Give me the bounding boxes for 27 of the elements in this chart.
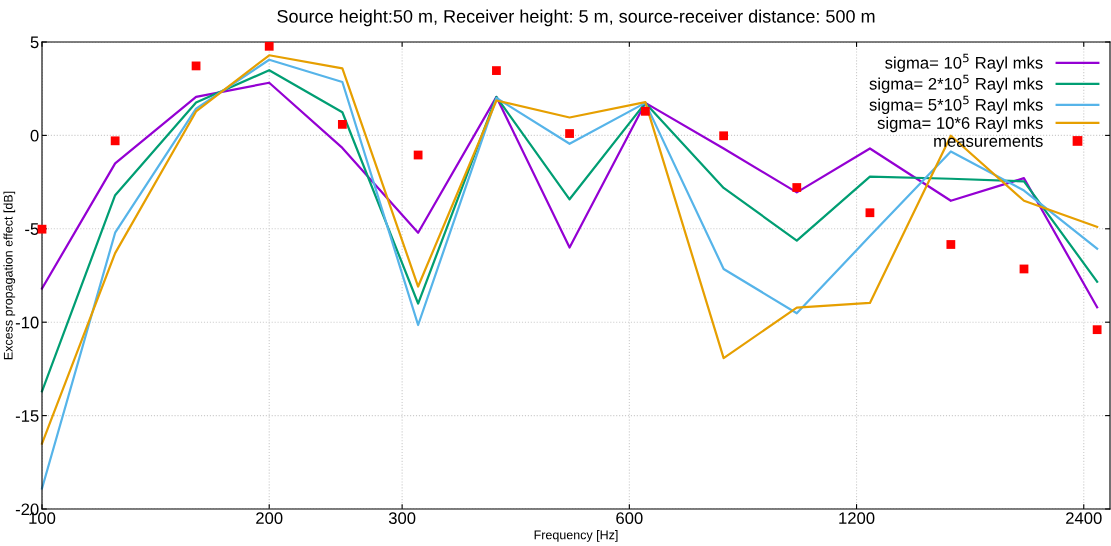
chart-title: Source height:50 m, Receiver height: 5 m, source-receiver distance: 500 m <box>277 9 875 27</box>
legend-label: sigma= 5*10$^{5}$ Rayl mks <box>869 95 1043 115</box>
y-tick-label: 0 <box>30 129 39 142</box>
y-axis-title: Excess propagation effect [dB] <box>3 191 16 360</box>
x-tick-label: 600 <box>616 512 643 525</box>
point <box>1092 325 1102 335</box>
y-tick-label: -15 <box>15 410 39 422</box>
x-tick-label: 1200 <box>839 512 875 525</box>
point <box>37 224 47 234</box>
point <box>865 208 875 218</box>
point <box>792 183 802 192</box>
legend-label: sigma= 10$^{5}$ Rayl mks <box>885 53 1043 73</box>
x-tick-label: 200 <box>256 512 283 525</box>
point <box>640 106 650 116</box>
y-tick-label: 5 <box>30 36 39 49</box>
point <box>413 150 423 160</box>
x-tick-label: 300 <box>388 512 416 525</box>
point <box>264 41 274 51</box>
point <box>565 129 574 138</box>
legend-label: sigma= 2*10$^{5}$ Rayl mks <box>869 74 1043 94</box>
x-tick-label: 2400 <box>1066 512 1102 525</box>
y-tick-label: -10 <box>15 316 39 329</box>
y-tick-label: -5 <box>25 223 39 235</box>
point <box>337 119 347 129</box>
legend-label: sigma= 10*6 Rayl mks <box>877 116 1043 133</box>
point <box>110 136 120 146</box>
x-axis-title: Frequency [Hz] <box>534 530 618 542</box>
